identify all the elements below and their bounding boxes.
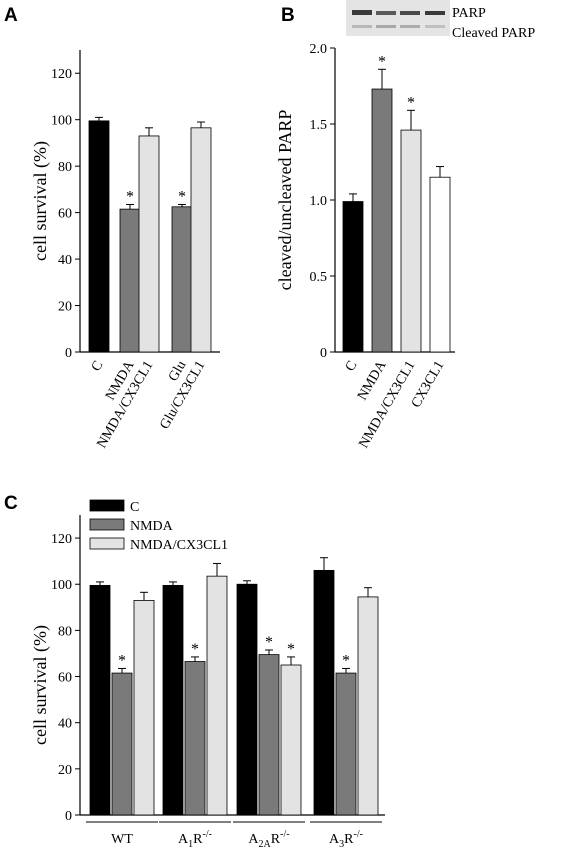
- legend-swatch: [89, 499, 125, 512]
- bar: [190, 127, 212, 353]
- y-tick-label: 40: [58, 717, 72, 732]
- y-axis-title: cell survival (%): [30, 625, 51, 745]
- y-tick-label: 120: [51, 532, 72, 547]
- y-tick-label: 100: [51, 578, 72, 593]
- y-tick-label: 80: [58, 160, 72, 175]
- chart-b: 00.51.01.52.0C*NMDA*NMDA/CX3CL1CX3CL1cle…: [275, 42, 455, 451]
- group-label-tail: R: [193, 832, 203, 847]
- group-label-tail: R: [344, 832, 354, 847]
- significance-marker: *: [342, 652, 350, 669]
- panel-letter-a: A: [4, 5, 18, 26]
- legend-swatch: [89, 518, 125, 531]
- bar: [236, 583, 258, 816]
- group-label-sub: 2A: [259, 839, 272, 850]
- group-label-sub: 3: [339, 839, 344, 850]
- y-tick-label: 60: [58, 671, 72, 686]
- bar: [400, 129, 422, 353]
- group-label-base: A: [329, 832, 340, 847]
- blot-band-cleaved: [400, 25, 420, 28]
- y-tick-label: 1.0: [310, 194, 328, 209]
- group-label-base: WT: [111, 832, 133, 847]
- group-label-sub: 1: [188, 839, 193, 850]
- y-tick-label: 80: [58, 624, 72, 639]
- blot-band: [425, 11, 445, 15]
- group-label-tail: R: [271, 832, 281, 847]
- bar: [171, 206, 193, 353]
- group-label-sup: -/-: [280, 829, 289, 840]
- significance-marker: *: [407, 94, 415, 111]
- y-tick-label: 60: [58, 207, 72, 222]
- panel-letter-b: B: [281, 5, 295, 26]
- group-label-base: A: [248, 832, 259, 847]
- bar: [429, 176, 451, 353]
- group-label-base: A: [178, 832, 189, 847]
- bar: [88, 120, 110, 353]
- x-tick-label: C: [89, 359, 107, 375]
- bar: [313, 569, 335, 816]
- legend-label: NMDA/CX3CL1: [130, 538, 228, 553]
- blot-band-cleaved: [352, 25, 372, 28]
- y-tick-label: 20: [58, 300, 72, 315]
- y-tick-label: 1.5: [310, 118, 328, 133]
- significance-marker: *: [178, 188, 186, 205]
- group-label: WT: [111, 832, 133, 847]
- significance-marker: *: [126, 188, 134, 205]
- group-label: A1R-/-: [178, 829, 212, 850]
- legend-label: C: [130, 500, 139, 515]
- bar: [184, 661, 206, 816]
- bar: [138, 135, 160, 353]
- bar: [119, 208, 141, 353]
- bar: [111, 672, 133, 816]
- blot-band: [352, 10, 372, 15]
- group-label-sup: -/-: [354, 829, 363, 840]
- significance-marker: *: [191, 641, 199, 658]
- y-tick-label: 0: [65, 809, 72, 824]
- legend-label: NMDA: [130, 519, 174, 534]
- bar: [206, 575, 228, 816]
- y-tick-label: 0.5: [310, 270, 328, 285]
- blot-label-parp: PARP: [452, 6, 486, 21]
- y-tick-label: 100: [51, 114, 72, 129]
- y-tick-label: 120: [51, 67, 72, 82]
- y-tick-label: 20: [58, 763, 72, 778]
- y-tick-label: 0: [320, 346, 327, 361]
- group-label-sup: -/-: [203, 829, 212, 840]
- blot-band: [376, 11, 396, 15]
- blot-label-cleaved-parp: Cleaved PARP: [452, 26, 535, 41]
- bar: [258, 654, 280, 816]
- significance-marker: *: [378, 53, 386, 70]
- chart-a: 020406080100120C*NMDANMDA/CX3CL1*GluGlu/…: [30, 50, 220, 451]
- x-tick-label: NMDA/CX3CL1: [356, 359, 418, 451]
- bar: [162, 584, 184, 816]
- bar: [89, 584, 111, 816]
- panel-letter-c: C: [4, 493, 18, 514]
- blot-band: [400, 11, 420, 15]
- blot-band-cleaved: [376, 25, 396, 28]
- significance-marker: *: [287, 641, 295, 658]
- y-axis-title: cell survival (%): [30, 141, 51, 261]
- bar: [342, 201, 364, 353]
- bar: [357, 596, 379, 816]
- group-label: A2AR-/-: [248, 829, 289, 850]
- legend-swatch: [89, 537, 125, 550]
- x-tick-label: C: [343, 359, 361, 375]
- y-tick-label: 40: [58, 253, 72, 268]
- bar: [371, 88, 393, 353]
- blot-image: [346, 0, 450, 36]
- y-axis-title: cleaved/uncleaved PARP: [275, 110, 295, 291]
- blot-band-cleaved: [425, 25, 445, 28]
- bar: [335, 672, 357, 816]
- western-blot: PARP Cleaved PARP: [346, 0, 535, 41]
- significance-marker: *: [118, 652, 126, 669]
- group-label: A3R-/-: [329, 829, 363, 850]
- y-tick-label: 2.0: [310, 42, 328, 57]
- bar: [280, 664, 302, 816]
- significance-marker: *: [265, 634, 273, 651]
- bar: [133, 599, 155, 816]
- y-tick-label: 0: [65, 346, 72, 361]
